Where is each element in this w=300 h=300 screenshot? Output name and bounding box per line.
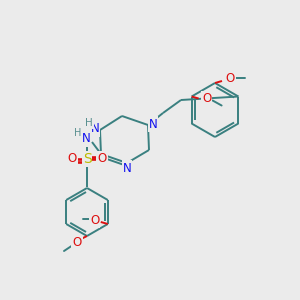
Text: H: H: [74, 128, 82, 138]
Text: O: O: [90, 214, 99, 226]
Text: H: H: [85, 118, 93, 128]
Text: O: O: [202, 92, 211, 105]
Text: O: O: [225, 73, 235, 85]
Text: O: O: [98, 152, 106, 166]
Text: N: N: [148, 118, 158, 130]
Text: N: N: [123, 161, 131, 175]
Text: N: N: [91, 122, 99, 136]
Text: O: O: [68, 152, 76, 166]
Text: O: O: [72, 236, 82, 250]
Text: N: N: [82, 133, 90, 146]
Text: S: S: [82, 152, 91, 166]
